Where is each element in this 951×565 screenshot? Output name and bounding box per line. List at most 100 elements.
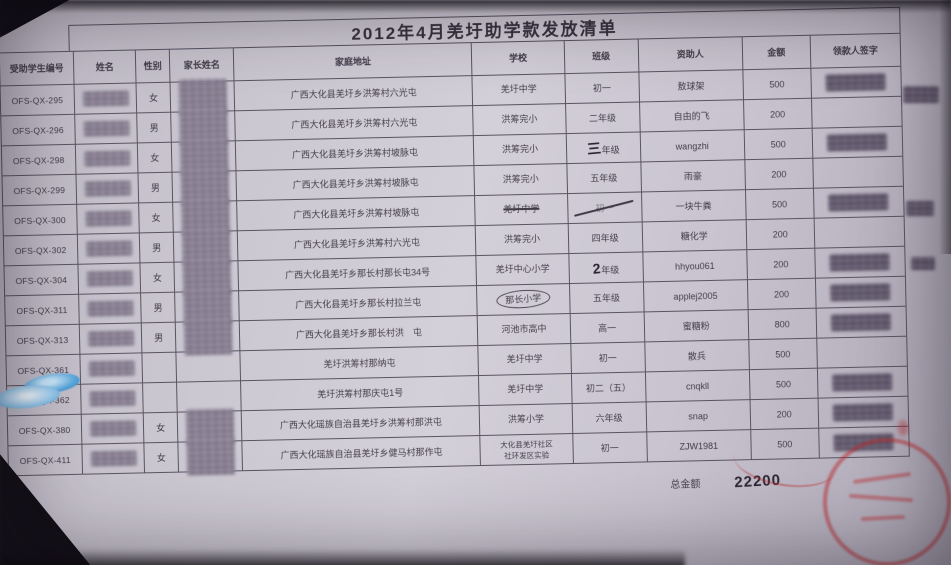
parent-name-cell-redacted (176, 350, 241, 383)
redacted-signature (831, 313, 892, 332)
redacted-name (86, 300, 134, 317)
amount-cell: 500 (749, 368, 818, 400)
gender-cell (142, 352, 177, 383)
redacted-name (85, 240, 132, 257)
signature-cell (812, 156, 904, 189)
school-name: 那长小学 (495, 288, 551, 311)
class-label: 初一 (598, 353, 617, 364)
school-cell: 那长小学 (476, 283, 570, 316)
col-header-sponsor: 资助人 (637, 36, 743, 72)
student-id-cell: OFS-QX-302 (3, 234, 79, 266)
class-label: 二年级 (588, 112, 617, 124)
school-cell: 洪筹完小 (474, 163, 568, 196)
amount-cell: 500 (745, 188, 814, 220)
signature-cell (816, 336, 908, 369)
name-cell-redacted (81, 412, 145, 445)
redacted-signature (825, 73, 887, 92)
class-cell: 2年级 (568, 251, 644, 284)
sponsor-cell: 蜜糖粉 (643, 309, 749, 342)
signature-cell (815, 276, 907, 309)
col-header-parent-name: 家长姓名 (169, 47, 235, 83)
student-id-cell: OFS-QX-313 (5, 324, 80, 356)
redacted-name (88, 390, 136, 407)
signature-cell (811, 126, 903, 159)
name-cell-redacted (76, 172, 139, 205)
school-cell: 大化县羌圩社区 社环发区实验 (480, 433, 573, 466)
gender-cell: 女 (138, 202, 174, 233)
school-name: 洪筹完小 (501, 144, 539, 155)
name-cell-redacted (77, 232, 141, 265)
gender-cell: 男 (139, 232, 175, 263)
class-label: 五年级 (592, 292, 621, 304)
sponsor-cell: 糖化学 (641, 219, 747, 252)
blue-pen-scribble (0, 370, 90, 414)
class-cell: 初一 (567, 191, 642, 224)
parent-name-cell-redacted (176, 380, 242, 413)
student-id-cell: OFS-QX-300 (2, 204, 78, 236)
table-body: OFS-QX-295 女 广西大化县羌圩乡洪筹村六光屯 羌圩中学 初一 敖球架 … (0, 66, 910, 476)
school-cell: 羌圩中学 (472, 73, 566, 106)
amount-cell: 200 (743, 98, 812, 130)
name-cell-redacted (80, 382, 144, 415)
parent-name-cell-redacted (170, 77, 235, 116)
sponsor-cell: wangzhi (639, 129, 745, 162)
amount-cell: 200 (745, 218, 815, 250)
redacted-signature-margin (906, 201, 934, 216)
col-header-home-address: 家庭地址 (233, 42, 473, 81)
gender-cell: 男 (140, 292, 176, 323)
redacted-signature-margin (903, 86, 939, 103)
amount-cell: 500 (743, 128, 813, 160)
name-cell-redacted (81, 442, 145, 475)
school-name: 羌圩中学 (500, 84, 537, 95)
gender-cell: 女 (137, 142, 173, 173)
school-name: 河池市高中 (501, 323, 547, 335)
school-cell: 羌圩中学 (478, 373, 572, 406)
redacted-name (87, 330, 134, 347)
seal-text-stroke (853, 471, 911, 485)
class-label: 初二（五） (585, 382, 632, 394)
gender-cell: 女 (140, 262, 175, 293)
redacted-parent-name (183, 317, 233, 355)
redacted-name (90, 450, 137, 467)
school-cell: 洪筹完小 (473, 133, 567, 166)
gender-cell: 男 (136, 112, 172, 143)
amount-cell: 200 (749, 398, 819, 430)
parent-name-cell-redacted (174, 287, 240, 325)
student-id-cell: OFS-QX-380 (7, 414, 82, 446)
col-header-name: 姓名 (73, 49, 137, 85)
class-cell: 六年级 (571, 401, 647, 434)
parent-name-cell-redacted (172, 167, 237, 206)
red-ink-mark (898, 420, 908, 436)
col-header-class: 班级 (563, 38, 639, 74)
col-header-signature: 领款人签字 (809, 33, 901, 69)
name-cell-redacted (76, 202, 140, 235)
sponsor-cell: 雨豪 (640, 159, 746, 192)
school-cell: 洪筹小学 (479, 403, 573, 436)
parent-name-cell-redacted (177, 407, 243, 445)
redacted-signature (833, 403, 894, 422)
sponsor-cell: snap (645, 399, 751, 432)
name-cell-redacted (74, 112, 138, 145)
redacted-name (88, 360, 135, 377)
amount-cell: 500 (748, 338, 818, 370)
signature-cell (813, 186, 905, 219)
class-cell: 三年级 (565, 131, 641, 164)
name-cell-redacted (78, 262, 141, 295)
parent-name-cell-redacted (173, 227, 239, 265)
school-name: 大化县羌圩社区 社环发区实验 (500, 439, 553, 461)
signature-cell (811, 96, 903, 129)
class-label: 高一 (597, 323, 617, 334)
class-label: 四年级 (591, 232, 619, 244)
sponsor-cell: 敖球架 (638, 69, 744, 102)
student-id-cell: OFS-QX-311 (4, 294, 80, 326)
gender-cell: 女 (136, 82, 171, 113)
parent-name-cell-redacted (171, 137, 237, 176)
school-name: 羌圩中学 (507, 383, 544, 395)
amount-cell: 200 (744, 158, 814, 190)
school-name: 洪筹完小 (503, 234, 541, 245)
class-label: 2年级 (591, 259, 620, 277)
col-header-gender: 性别 (135, 49, 171, 83)
class-label: 五年级 (590, 172, 618, 184)
redacted-parent-name (185, 437, 235, 475)
